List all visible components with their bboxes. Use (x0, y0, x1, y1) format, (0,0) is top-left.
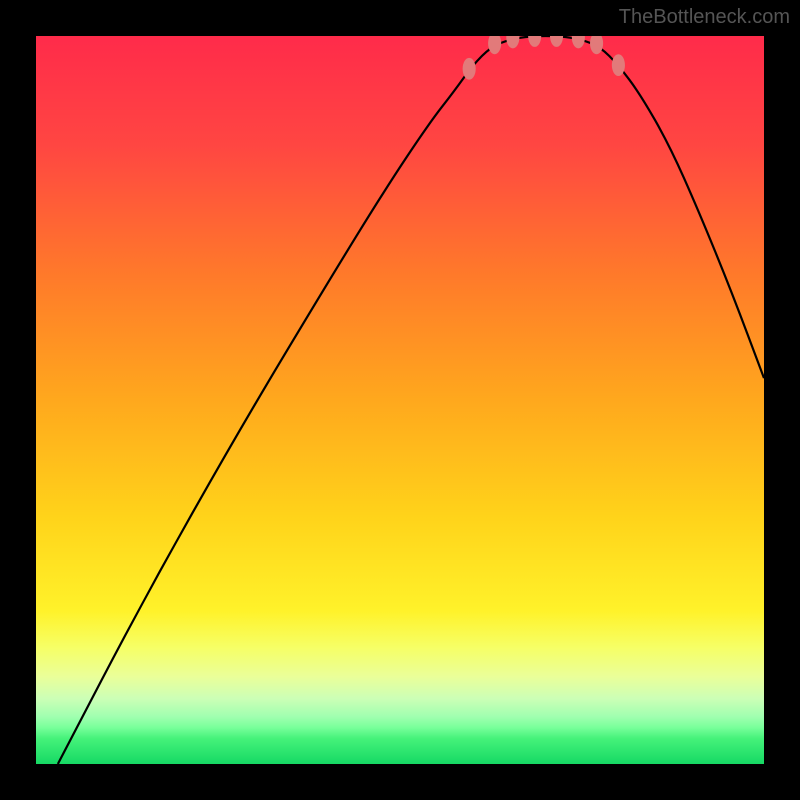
curve-layer (36, 36, 764, 764)
bead-marker (590, 36, 603, 54)
bead-marker (463, 58, 476, 80)
bead-marker (572, 36, 585, 48)
bead-marker (488, 36, 501, 54)
bead-marker (528, 36, 541, 47)
bead-marker (550, 36, 563, 47)
plot-area (36, 36, 764, 764)
bottleneck-curve (58, 36, 764, 764)
beads-group (463, 36, 625, 80)
bead-marker (612, 54, 625, 76)
bead-marker (506, 36, 519, 48)
watermark-text: TheBottleneck.com (619, 6, 790, 29)
